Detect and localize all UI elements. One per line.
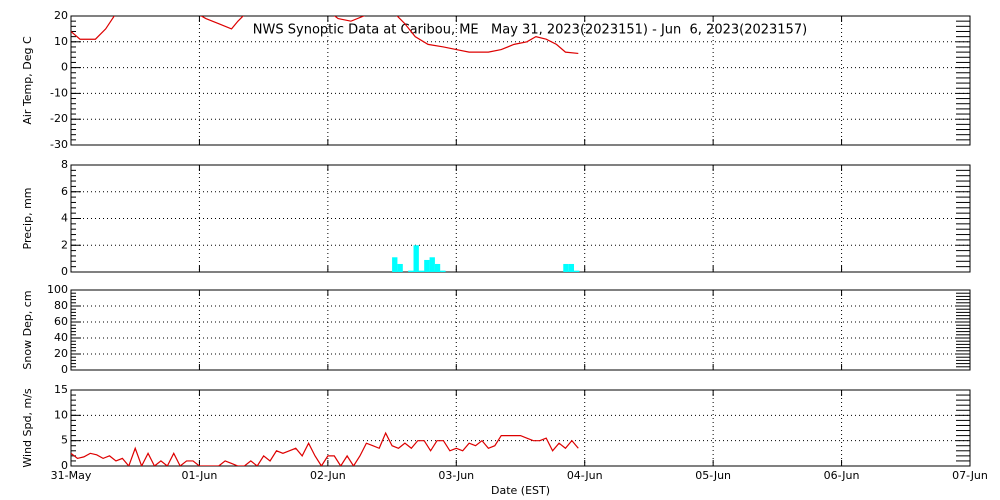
line [71,16,579,55]
y-tick-label: 40 [54,331,68,344]
y-tick-label: 20 [54,9,68,22]
y-tick-label: 80 [54,299,68,312]
y-tick-label: 100 [47,283,68,296]
bar [429,257,435,272]
x-tick-label: 03-Jun [438,469,474,482]
y-axis-label: Snow Dep, cm [21,290,34,369]
y-tick-label: 6 [61,185,68,198]
plot-frame [70,164,971,273]
bar [434,263,441,272]
bar [574,270,580,272]
y-axis-label: Wind Spd, m/s [21,388,34,468]
x-axis-label: Date (EST) [491,484,550,497]
bar [563,263,569,272]
line [71,431,579,466]
bar [408,270,414,272]
plot-frame [70,289,971,371]
x-tick-label: 31-May [51,469,92,482]
y-axis-label: Air Temp, Deg C [21,36,34,125]
y-axis-label: Precip, mm [21,188,34,250]
y-tick-label: 60 [54,315,68,328]
bar [392,257,398,272]
y-tick-label: 20 [54,347,68,360]
y-tick-label: 4 [61,212,68,225]
y-tick-label: -30 [50,138,68,151]
bar [397,263,403,272]
y-tick-label: 15 [54,383,68,396]
y-tick-label: 0 [61,61,68,74]
bar [424,259,430,272]
y-tick-label: 0 [61,459,68,472]
y-tick-label: 2 [61,238,68,251]
bar [413,245,419,272]
y-tick-label: -10 [50,86,68,99]
plot-area [71,16,579,55]
y-tick-label: 0 [61,363,68,376]
bar [440,270,446,272]
x-tick-label: 07-Jun [952,469,988,482]
plot-frame [70,15,971,146]
plot-area [71,431,579,466]
plot-frame [70,389,971,467]
y-tick-label: 10 [54,408,68,421]
bar [418,270,425,272]
x-tick-label: 01-Jun [182,469,218,482]
chart-title: NWS Synoptic Data at Caribou, ME May 31,… [253,23,807,38]
y-tick-label: 8 [61,158,68,171]
y-tick-label: 10 [54,35,68,48]
x-tick-label: 04-Jun [567,469,603,482]
y-tick-label: 5 [61,434,68,447]
y-tick-label: -20 [50,112,68,125]
bar [568,263,575,272]
x-tick-label: 05-Jun [695,469,731,482]
x-tick-label: 06-Jun [824,469,860,482]
x-tick-label: 02-Jun [310,469,346,482]
plot-area [392,245,580,272]
y-tick-label: 0 [61,265,68,278]
